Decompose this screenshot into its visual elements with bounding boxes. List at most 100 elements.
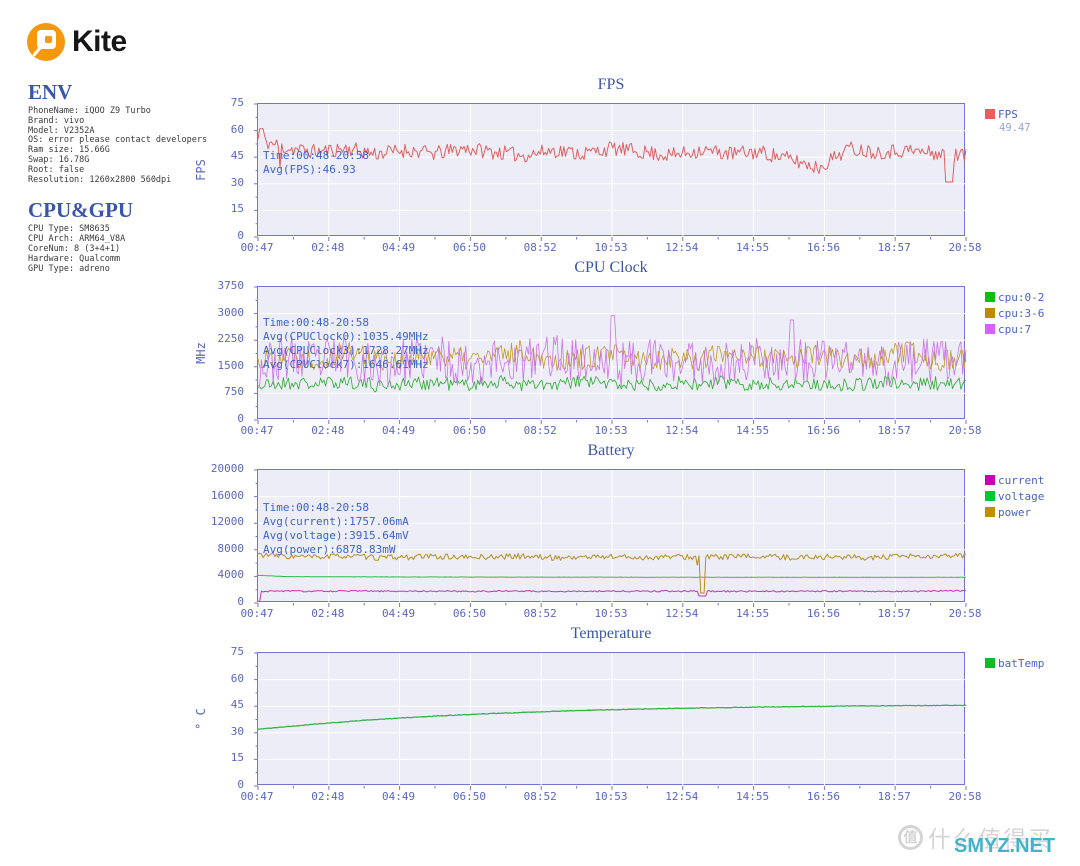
device-info-panel: ENV PhoneName: iQOO Z9 Turbo Brand: vivo M… [28,80,243,274]
x-tick-label: 18:57 [877,241,911,254]
x-tick-label: 06:50 [452,241,486,254]
legend-label: cpu:3-6 [998,306,1045,320]
y-tick-label: 75 [230,96,244,109]
y-tick-label: 1500 [217,358,245,372]
x-tick-label: 00:47 [240,790,274,803]
y-tick-label: 3750 [217,279,245,292]
app-logo: Kite [26,22,127,62]
legend-item-voltage[interactable]: voltage [985,488,1044,504]
x-tick-label: 10:53 [594,607,628,620]
plot-area[interactable]: Time:00:48-20:58 Avg(current):1757.06mA Av… [254,469,967,607]
x-tick-label: 12:54 [665,790,699,803]
annotation-line: Avg(CPUClock0):1035.49MHz [263,330,429,343]
legend-swatch-icon [985,109,995,119]
legend-item-current[interactable]: current [985,472,1044,488]
legend-label: cpu:7 [998,322,1032,336]
y-tick-label: 8000 [217,541,245,555]
x-tick-label: 20:58 [948,241,982,254]
x-tick-label: 10:53 [594,424,628,437]
y-tick-label: 4000 [217,568,245,582]
y-axis-ticks: 0 15 30 45 60 75 [150,96,250,242]
watermark-site-name: 什么值得买 [928,826,1053,852]
y-tick-label: 12000 [210,515,244,529]
chart-annotation: Time:00:48-20:58 Avg(CPUClock0):1035.49MH… [263,316,429,372]
legend-label: power [998,505,1032,519]
annotation-line: Avg(voltage):3915.64mV [263,529,409,542]
chart-title: CPU Clock [574,259,648,276]
app-name: Kite [72,25,127,58]
chart-annotation: Time:00:48-20:58 Avg(FPS):46.93 [263,149,369,177]
annotation-line: Avg(power):6878.83mW [263,543,396,556]
y-tick-label: 0 [237,778,244,791]
legend-item-cpu:0-2[interactable]: cpu:0-2 [985,289,1044,305]
chart-annotation: Time:00:48-20:58 Avg(current):1757.06mA Av… [263,501,409,557]
y-tick-label: 0 [237,595,244,608]
x-tick-label: 02:48 [311,607,345,620]
legend-item-FPS[interactable]: FPS [985,106,1031,122]
watermark-overlay-text: SMYZ.NET [954,835,1056,857]
x-tick-label: 04:49 [382,790,416,803]
legend-label: current [998,473,1045,487]
cpugpu-info-line: Hardware: Qualcomm [28,253,121,264]
plot-area[interactable] [254,652,967,790]
annotation-line: Avg(FPS):46.93 [263,163,356,176]
x-tick-label: 08:52 [523,607,557,620]
x-tick-label: 00:47 [240,241,274,254]
x-tick-label: 00:47 [240,424,274,437]
x-tick-label: 12:54 [665,241,699,254]
smzdm-badge-icon: 值 [898,824,923,850]
y-tick-label: 15 [230,751,244,765]
watermark: 值 什么值得买 SMYZ.NET [898,820,1078,866]
chart-legend: current voltage power [985,472,1044,520]
battery-chart-section: Battery 0 4000 8000 12000 16000 20000 Time:00… [0,442,1080,638]
x-axis-ticks: 00:47 02:48 04:49 06:50 08:52 10:53 12:54 14:55… [240,241,981,257]
cpugpu-info-line: CPU Arch: ARM64_V8A [28,234,126,245]
x-tick-label: 12:54 [665,607,699,620]
x-tick-label: 14:55 [736,241,770,254]
series-line-power [257,552,967,594]
env-info-line: Brand: vivo [28,115,85,126]
x-axis-ticks: 00:47 02:48 04:49 06:50 08:52 10:53 12:54 14:55… [240,607,981,623]
y-tick-label: 750 [224,385,244,399]
y-axis-ticks: 0 750 1500 2250 3000 3750 [150,279,250,425]
cpugpu-info-list: CPU Type: SM8635 CPU Arch: ARM64_V8A CoreN… [28,225,243,274]
x-tick-label: 06:50 [452,790,486,803]
x-tick-label: 14:55 [736,607,770,620]
fps-chart-section: FPS FPS 0 15 30 45 60 75 Time:00:48-20:58 Avg(… [0,76,1080,272]
legend-item-batTemp[interactable]: batTemp [985,655,1044,671]
x-tick-label: 10:53 [594,790,628,803]
cpu-clock-chart-section: CPU Clock MHz 0 750 1500 2250 3000 3750 Time:… [0,259,1080,455]
y-tick-label: 15 [230,202,244,216]
legend-item-cpu:3-6[interactable]: cpu:3-6 [985,305,1044,321]
series-line-current [258,589,967,602]
plot-area[interactable]: Time:00:48-20:58 Avg(CPUClock0):1035.49MH… [254,286,967,424]
y-tick-label: 30 [230,724,244,738]
chart-title: Battery [587,442,635,459]
legend-swatch-icon [985,308,995,318]
y-tick-label: 3000 [217,305,245,319]
x-tick-label: 04:49 [382,607,416,620]
env-info-line: Root: false [28,164,85,175]
x-tick-label: 20:58 [948,790,982,803]
x-axis-ticks: 00:47 02:48 04:49 06:50 08:52 10:53 12:54 14:55… [240,424,981,440]
annotation-line: Avg(CPUClock7):1646.61MHz [263,358,429,371]
x-tick-label: 00:47 [240,607,274,620]
cpugpu-info-line: CoreNum: 8 (3+4+1) [28,243,121,254]
x-tick-label: 08:52 [523,424,557,437]
legend-item-power[interactable]: power [985,504,1044,520]
x-tick-label: 06:50 [452,424,486,437]
annotation-line: Avg(CPUClock3):1728.27MHz [263,344,429,357]
x-tick-label: 06:50 [452,607,486,620]
legend-swatch-icon [985,491,995,501]
legend-item-cpu:7[interactable]: cpu:7 [985,321,1044,337]
x-tick-label: 16:56 [806,424,840,437]
cpugpu-info-line: GPU Type: adreno [28,263,110,274]
env-heading: ENV [28,80,73,104]
legend-swatch-icon [985,658,995,668]
env-info-line: Ram size: 15.66G [28,145,110,156]
x-axis-ticks: 00:47 02:48 04:49 06:50 08:52 10:53 12:54 14:55… [240,790,981,806]
x-tick-label: 04:49 [382,424,416,437]
x-tick-label: 08:52 [523,790,557,803]
plot-area[interactable]: Time:00:48-20:58 Avg(FPS):46.93 [254,103,967,241]
annotation-line: Time:00:48-20:58 [263,149,369,162]
